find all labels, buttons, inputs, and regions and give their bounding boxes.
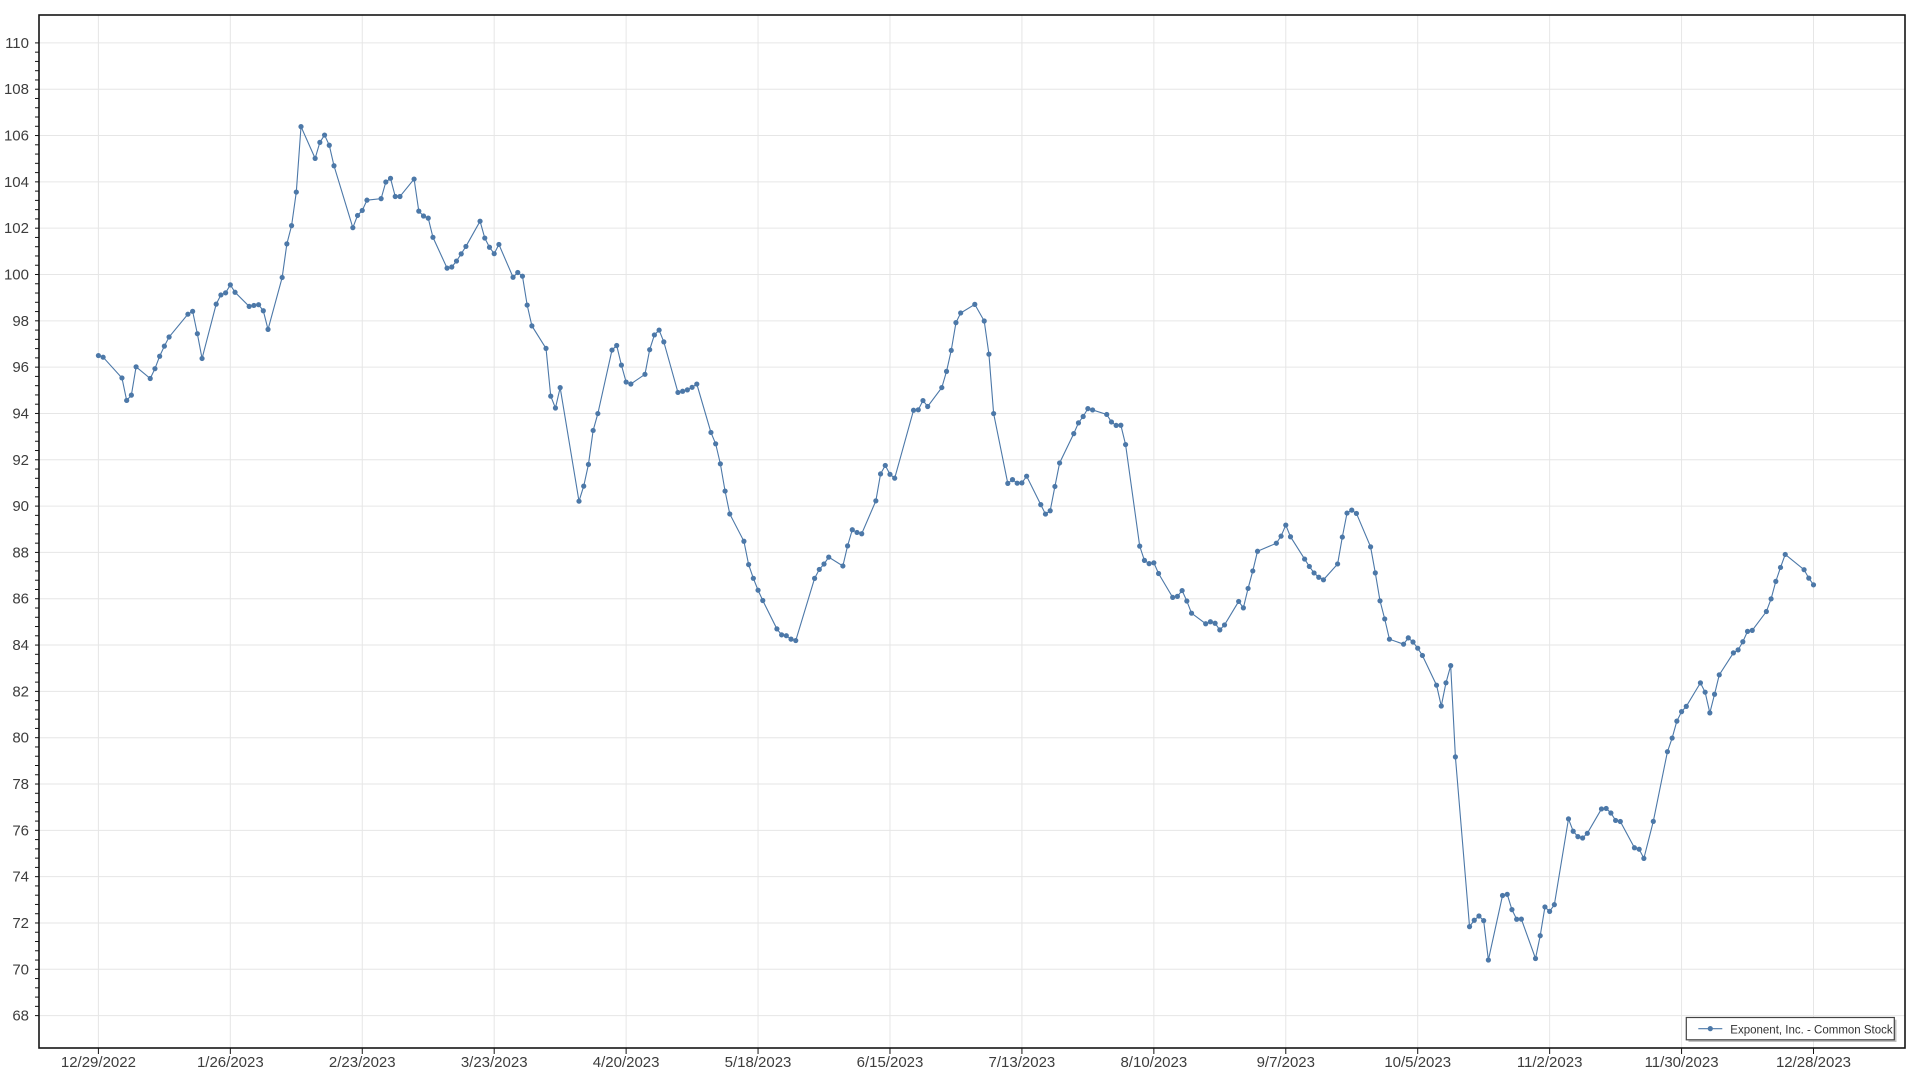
svg-text:1/26/2023: 1/26/2023 bbox=[197, 1054, 264, 1071]
svg-text:11/2/2023: 11/2/2023 bbox=[1517, 1054, 1583, 1071]
svg-text:8/10/2023: 8/10/2023 bbox=[1120, 1054, 1187, 1071]
svg-text:11/30/2023: 11/30/2023 bbox=[1645, 1054, 1719, 1071]
svg-text:68: 68 bbox=[12, 1008, 29, 1025]
svg-text:86: 86 bbox=[12, 591, 29, 608]
svg-text:70: 70 bbox=[12, 961, 29, 978]
svg-text:3/23/2023: 3/23/2023 bbox=[461, 1054, 528, 1071]
svg-text:78: 78 bbox=[12, 776, 29, 793]
svg-text:12/29/2022: 12/29/2022 bbox=[61, 1054, 136, 1071]
svg-text:Exponent, Inc. - Common Stock: Exponent, Inc. - Common Stock bbox=[1730, 1025, 1893, 1037]
svg-text:88: 88 bbox=[12, 544, 29, 561]
svg-text:110: 110 bbox=[5, 35, 29, 52]
svg-text:98: 98 bbox=[12, 313, 29, 330]
svg-text:5/18/2023: 5/18/2023 bbox=[725, 1054, 792, 1071]
svg-text:7/13/2023: 7/13/2023 bbox=[989, 1054, 1056, 1071]
svg-text:100: 100 bbox=[4, 267, 29, 284]
svg-text:6/15/2023: 6/15/2023 bbox=[857, 1054, 924, 1071]
svg-text:9/7/2023: 9/7/2023 bbox=[1257, 1054, 1315, 1071]
svg-text:106: 106 bbox=[4, 128, 29, 145]
svg-text:2/23/2023: 2/23/2023 bbox=[329, 1054, 396, 1071]
svg-text:74: 74 bbox=[12, 869, 29, 886]
svg-text:92: 92 bbox=[12, 452, 29, 469]
svg-text:94: 94 bbox=[12, 405, 29, 422]
svg-text:82: 82 bbox=[12, 683, 29, 700]
svg-text:4/20/2023: 4/20/2023 bbox=[593, 1054, 660, 1071]
svg-text:108: 108 bbox=[4, 81, 29, 98]
svg-text:96: 96 bbox=[12, 359, 29, 376]
svg-text:84: 84 bbox=[12, 637, 29, 654]
svg-text:104: 104 bbox=[4, 174, 29, 191]
svg-text:12/28/2023: 12/28/2023 bbox=[1776, 1054, 1851, 1071]
svg-text:90: 90 bbox=[12, 498, 29, 515]
svg-text:72: 72 bbox=[12, 915, 29, 932]
svg-text:102: 102 bbox=[4, 220, 29, 237]
svg-text:76: 76 bbox=[12, 822, 29, 839]
svg-text:10/5/2023: 10/5/2023 bbox=[1384, 1054, 1451, 1071]
svg-text:80: 80 bbox=[12, 730, 29, 747]
